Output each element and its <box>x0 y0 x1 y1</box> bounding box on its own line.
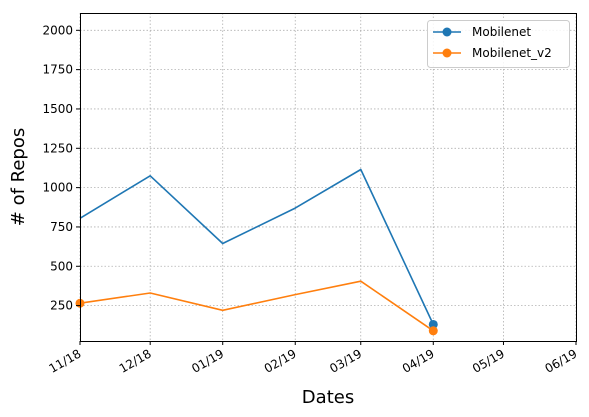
x-tick-label: 12/18 <box>117 346 154 375</box>
y-tick-label: 2000 <box>42 23 73 37</box>
x-tick-label: 03/19 <box>327 346 364 375</box>
x-tick-label: 11/18 <box>47 346 84 375</box>
y-axis-title: # of Repos <box>8 128 29 226</box>
series-point <box>428 326 438 336</box>
series-point <box>428 319 438 329</box>
series-line <box>79 280 434 332</box>
legend: Mobilenet Mobilenet_v2 <box>427 20 570 68</box>
y-axis: 250 500 750 1000 1250 1500 1750 2000 <box>42 23 80 313</box>
y-tick-label: 500 <box>50 259 73 273</box>
legend-box <box>427 20 570 68</box>
series-line <box>79 168 435 325</box>
x-tick-label: 06/19 <box>543 346 580 375</box>
x-tick-label: 01/19 <box>189 346 226 375</box>
y-tick-label: 1750 <box>42 63 73 77</box>
y-tick-label: 1250 <box>42 141 73 155</box>
x-tick-label: 02/19 <box>262 346 299 375</box>
plot-frame <box>80 13 577 342</box>
series-lines <box>75 168 438 336</box>
x-axis: 11/18 12/18 01/19 02/19 03/19 04/19 05/19 06/19 <box>47 341 580 376</box>
legend-label: Mobilenet <box>472 25 531 39</box>
y-tick-label: 750 <box>50 220 73 234</box>
x-tick-label: 05/19 <box>470 346 507 375</box>
legend-marker <box>442 27 452 37</box>
x-tick-label: 04/19 <box>400 346 437 375</box>
y-tick-label: 250 <box>50 299 73 313</box>
y-tick-label: 1000 <box>42 181 73 195</box>
legend-marker <box>442 48 452 58</box>
legend-label: Mobilenet_v2 <box>472 46 552 60</box>
x-axis-title: Dates <box>302 387 354 408</box>
y-tick-label: 1500 <box>42 102 73 116</box>
